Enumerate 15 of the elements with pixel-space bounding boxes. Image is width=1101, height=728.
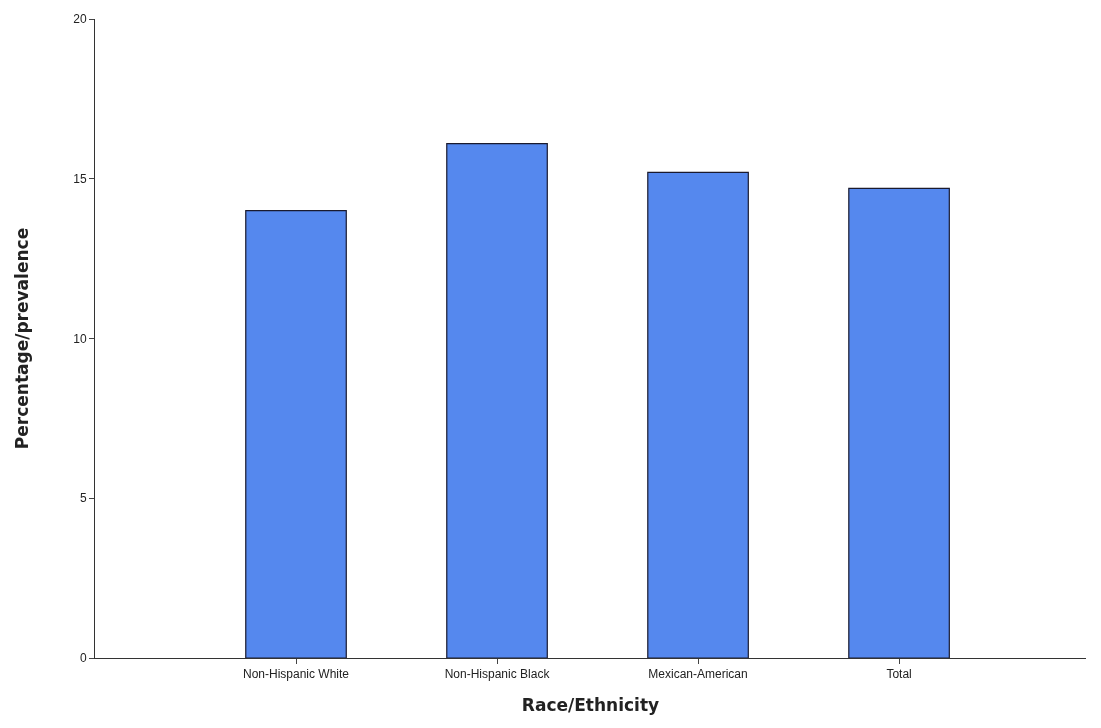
bar [245,210,347,658]
y-tick-label: 0 [79,651,87,666]
x-tick-label: Non-Hispanic Black [444,667,551,682]
x-tick-label: Non-Hispanic White [242,667,350,682]
x-axis-title: Race/Ethnicity [521,694,660,715]
bar [848,187,950,658]
y-tick-label: 20 [73,12,87,27]
y-axis-title: Percentage/prevalence [11,227,32,450]
y-tick-label: 5 [79,491,87,506]
y-tick-label: 10 [73,331,87,346]
bar [446,143,548,658]
y-tick-label: 15 [73,171,87,186]
x-tick-label: Total [886,667,912,682]
x-tick-label: Mexican-American [648,667,748,682]
bar [647,171,749,658]
